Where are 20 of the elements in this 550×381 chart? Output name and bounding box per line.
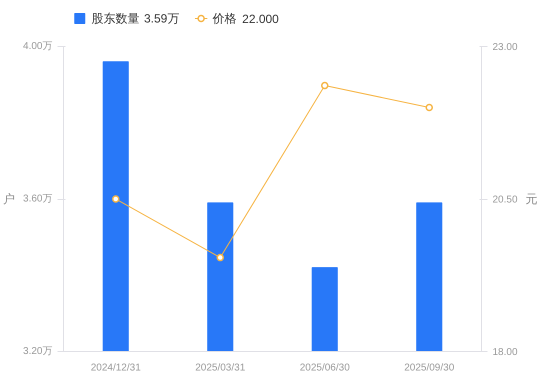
y2-axis-title: 元 [526,192,538,206]
text: 3.59万 [144,12,180,26]
y-tick-label: 3.60万 [23,194,53,204]
x-tick-label: 2025/09/30 [404,362,455,374]
y-tick-label: 3.20万 [23,346,53,357]
y-tick-label: 4.00万 [23,41,53,52]
legend-label: 价格 [212,12,237,26]
text: 22.000 [242,12,280,26]
point [112,195,120,203]
y2-tick-label: 18.00 [492,347,518,358]
x-tick-label: 2024/12/31 [90,362,142,374]
point [321,82,328,90]
y-axis-title: 户 [3,192,16,206]
y2-tick-label: 20.50 [492,194,518,206]
legend-label: 股东数量 [91,12,140,26]
point [426,104,433,112]
x-tick-label: 2025/03/31 [195,362,246,374]
y2-tick-label: 23.00 [492,42,518,53]
x-tick-label: 2025/06/30 [300,362,350,374]
point [216,254,224,262]
